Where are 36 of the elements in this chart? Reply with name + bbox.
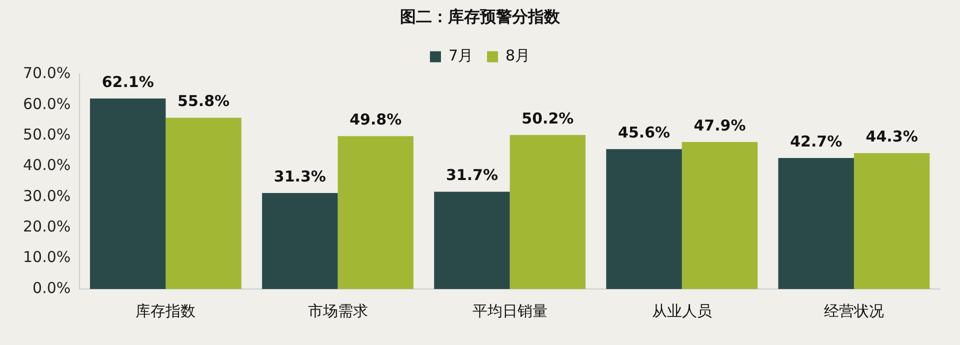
x-tick-label: 平均日销量 bbox=[472, 302, 548, 320]
y-tick-label: 40.0% bbox=[22, 156, 71, 174]
data-label: 31.3% bbox=[274, 167, 326, 186]
data-label: 50.2% bbox=[522, 109, 574, 128]
bar bbox=[510, 134, 586, 289]
chart-title: 图二：库存预警分指数 bbox=[400, 6, 561, 26]
data-label: 31.7% bbox=[446, 166, 498, 184]
y-tick-label: 0.0% bbox=[32, 278, 71, 297]
bar bbox=[90, 98, 166, 289]
x-tick-label: 库存指数 bbox=[136, 302, 196, 320]
data-label: 42.7% bbox=[790, 132, 842, 150]
data-label: 49.8% bbox=[350, 110, 402, 129]
data-label: 45.6% bbox=[618, 123, 670, 142]
data-label: 62.1% bbox=[102, 72, 154, 91]
x-tick-label: 经营状况 bbox=[824, 302, 884, 320]
data-label: 55.8% bbox=[178, 92, 230, 110]
legend-label: 7月 bbox=[448, 46, 474, 65]
y-tick-label: 70.0% bbox=[22, 64, 71, 82]
y-tick-label: 60.0% bbox=[22, 94, 71, 113]
bar bbox=[854, 153, 930, 289]
y-tick-label: 50.0% bbox=[22, 125, 71, 144]
bar bbox=[682, 142, 758, 289]
data-label: 47.9% bbox=[694, 116, 746, 134]
bar bbox=[778, 158, 854, 289]
y-tick-label: 20.0% bbox=[22, 218, 71, 236]
bar bbox=[166, 118, 242, 289]
x-tick-label: 从业人员 bbox=[652, 302, 712, 320]
x-tick-label: 市场需求 bbox=[308, 302, 368, 320]
y-tick-label: 30.0% bbox=[22, 186, 71, 205]
legend-label: 8月 bbox=[506, 46, 530, 65]
bar bbox=[434, 192, 510, 289]
bar bbox=[606, 149, 682, 289]
y-tick-label: 10.0% bbox=[22, 248, 71, 266]
bar bbox=[338, 136, 414, 289]
bar bbox=[262, 192, 338, 289]
data-label: 44.3% bbox=[866, 127, 918, 146]
